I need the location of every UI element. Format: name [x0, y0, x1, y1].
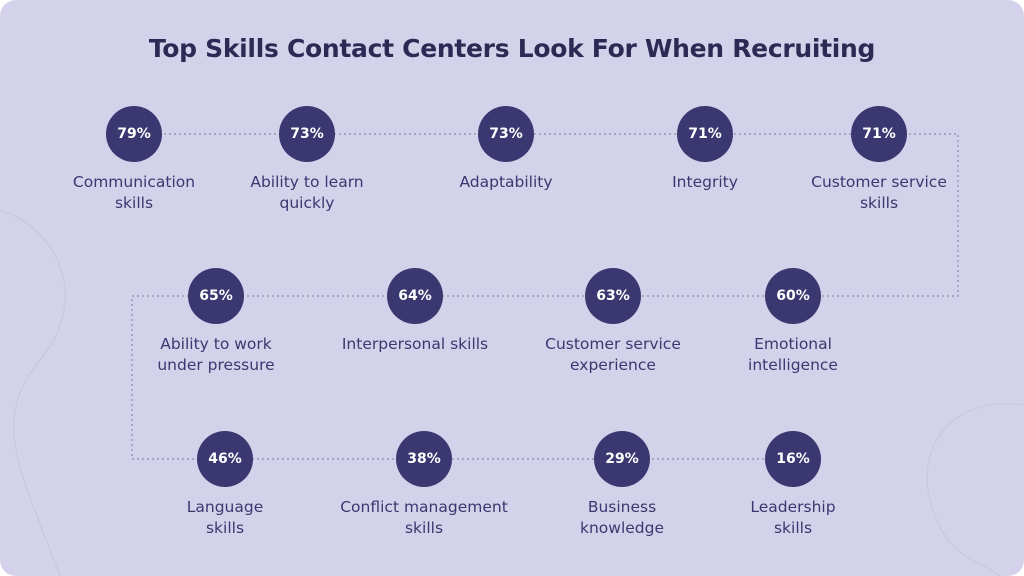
skill-percentage-badge: 16% [765, 431, 821, 487]
skill-percentage-badge: 29% [594, 431, 650, 487]
skill-percentage-badge: 71% [851, 106, 907, 162]
skill-label: Customer service experience [518, 334, 708, 376]
skill-label: Ability to learn quickly [212, 172, 402, 214]
skill-percentage-badge: 65% [188, 268, 244, 324]
skill-label-line: under pressure [157, 356, 275, 374]
skill-label-line: skills [404, 519, 444, 537]
skill-percentage-badge: 71% [677, 106, 733, 162]
skill-label: Leadership skills [698, 497, 888, 539]
skill-label-line: Emotional [754, 335, 832, 353]
skill-label-line: knowledge [579, 519, 665, 537]
skill-label-line: skills [859, 194, 899, 212]
skill-label: Customer service skills [784, 172, 974, 214]
skill-label: Business knowledge [527, 497, 717, 539]
skill-label-line: Conflict management [340, 498, 508, 516]
skill-label-line: Ability to learn [250, 173, 364, 191]
skill-label-line: Language [186, 498, 264, 516]
skill-label-line: quickly [279, 194, 335, 212]
skill-label: Ability to work under pressure [121, 334, 311, 376]
skill-label-line: skills [773, 519, 813, 537]
skill-label-line: Integrity [672, 173, 738, 191]
skill-percentage-badge: 60% [765, 268, 821, 324]
skill-label-line: Leadership [750, 498, 836, 516]
skill-label: Integrity [610, 172, 800, 193]
skill-percentage-badge: 64% [387, 268, 443, 324]
skill-label-line: Interpersonal skills [341, 335, 489, 353]
skill-label: Adaptability [411, 172, 601, 193]
skill-label: Conflict management skills [329, 497, 519, 539]
skill-label: Interpersonal skills [320, 334, 510, 355]
skill-label-line: intelligence [748, 356, 838, 374]
skill-percentage-badge: 63% [585, 268, 641, 324]
skill-label-line: Ability to work [160, 335, 272, 353]
skill-label: Emotional intelligence [698, 334, 888, 376]
skill-label-line: skills [205, 519, 245, 537]
skill-percentage-badge: 46% [197, 431, 253, 487]
skill-label: Communication skills [39, 172, 229, 214]
skill-label-line: Adaptability [459, 173, 553, 191]
skill-label-line: Customer service [545, 335, 681, 353]
skill-percentage-badge: 73% [279, 106, 335, 162]
skill-label-line: skills [114, 194, 154, 212]
skill-percentage-badge: 79% [106, 106, 162, 162]
skill-label: Language skills [130, 497, 320, 539]
skill-label-line: Business [587, 498, 657, 516]
skill-label-line: Customer service [811, 173, 947, 191]
skill-label-line: experience [570, 356, 656, 374]
page-title: Top Skills Contact Centers Look For When… [148, 34, 876, 63]
skill-label-line: Communication [72, 173, 196, 191]
skill-percentage-badge: 38% [396, 431, 452, 487]
skill-percentage-badge: 73% [478, 106, 534, 162]
